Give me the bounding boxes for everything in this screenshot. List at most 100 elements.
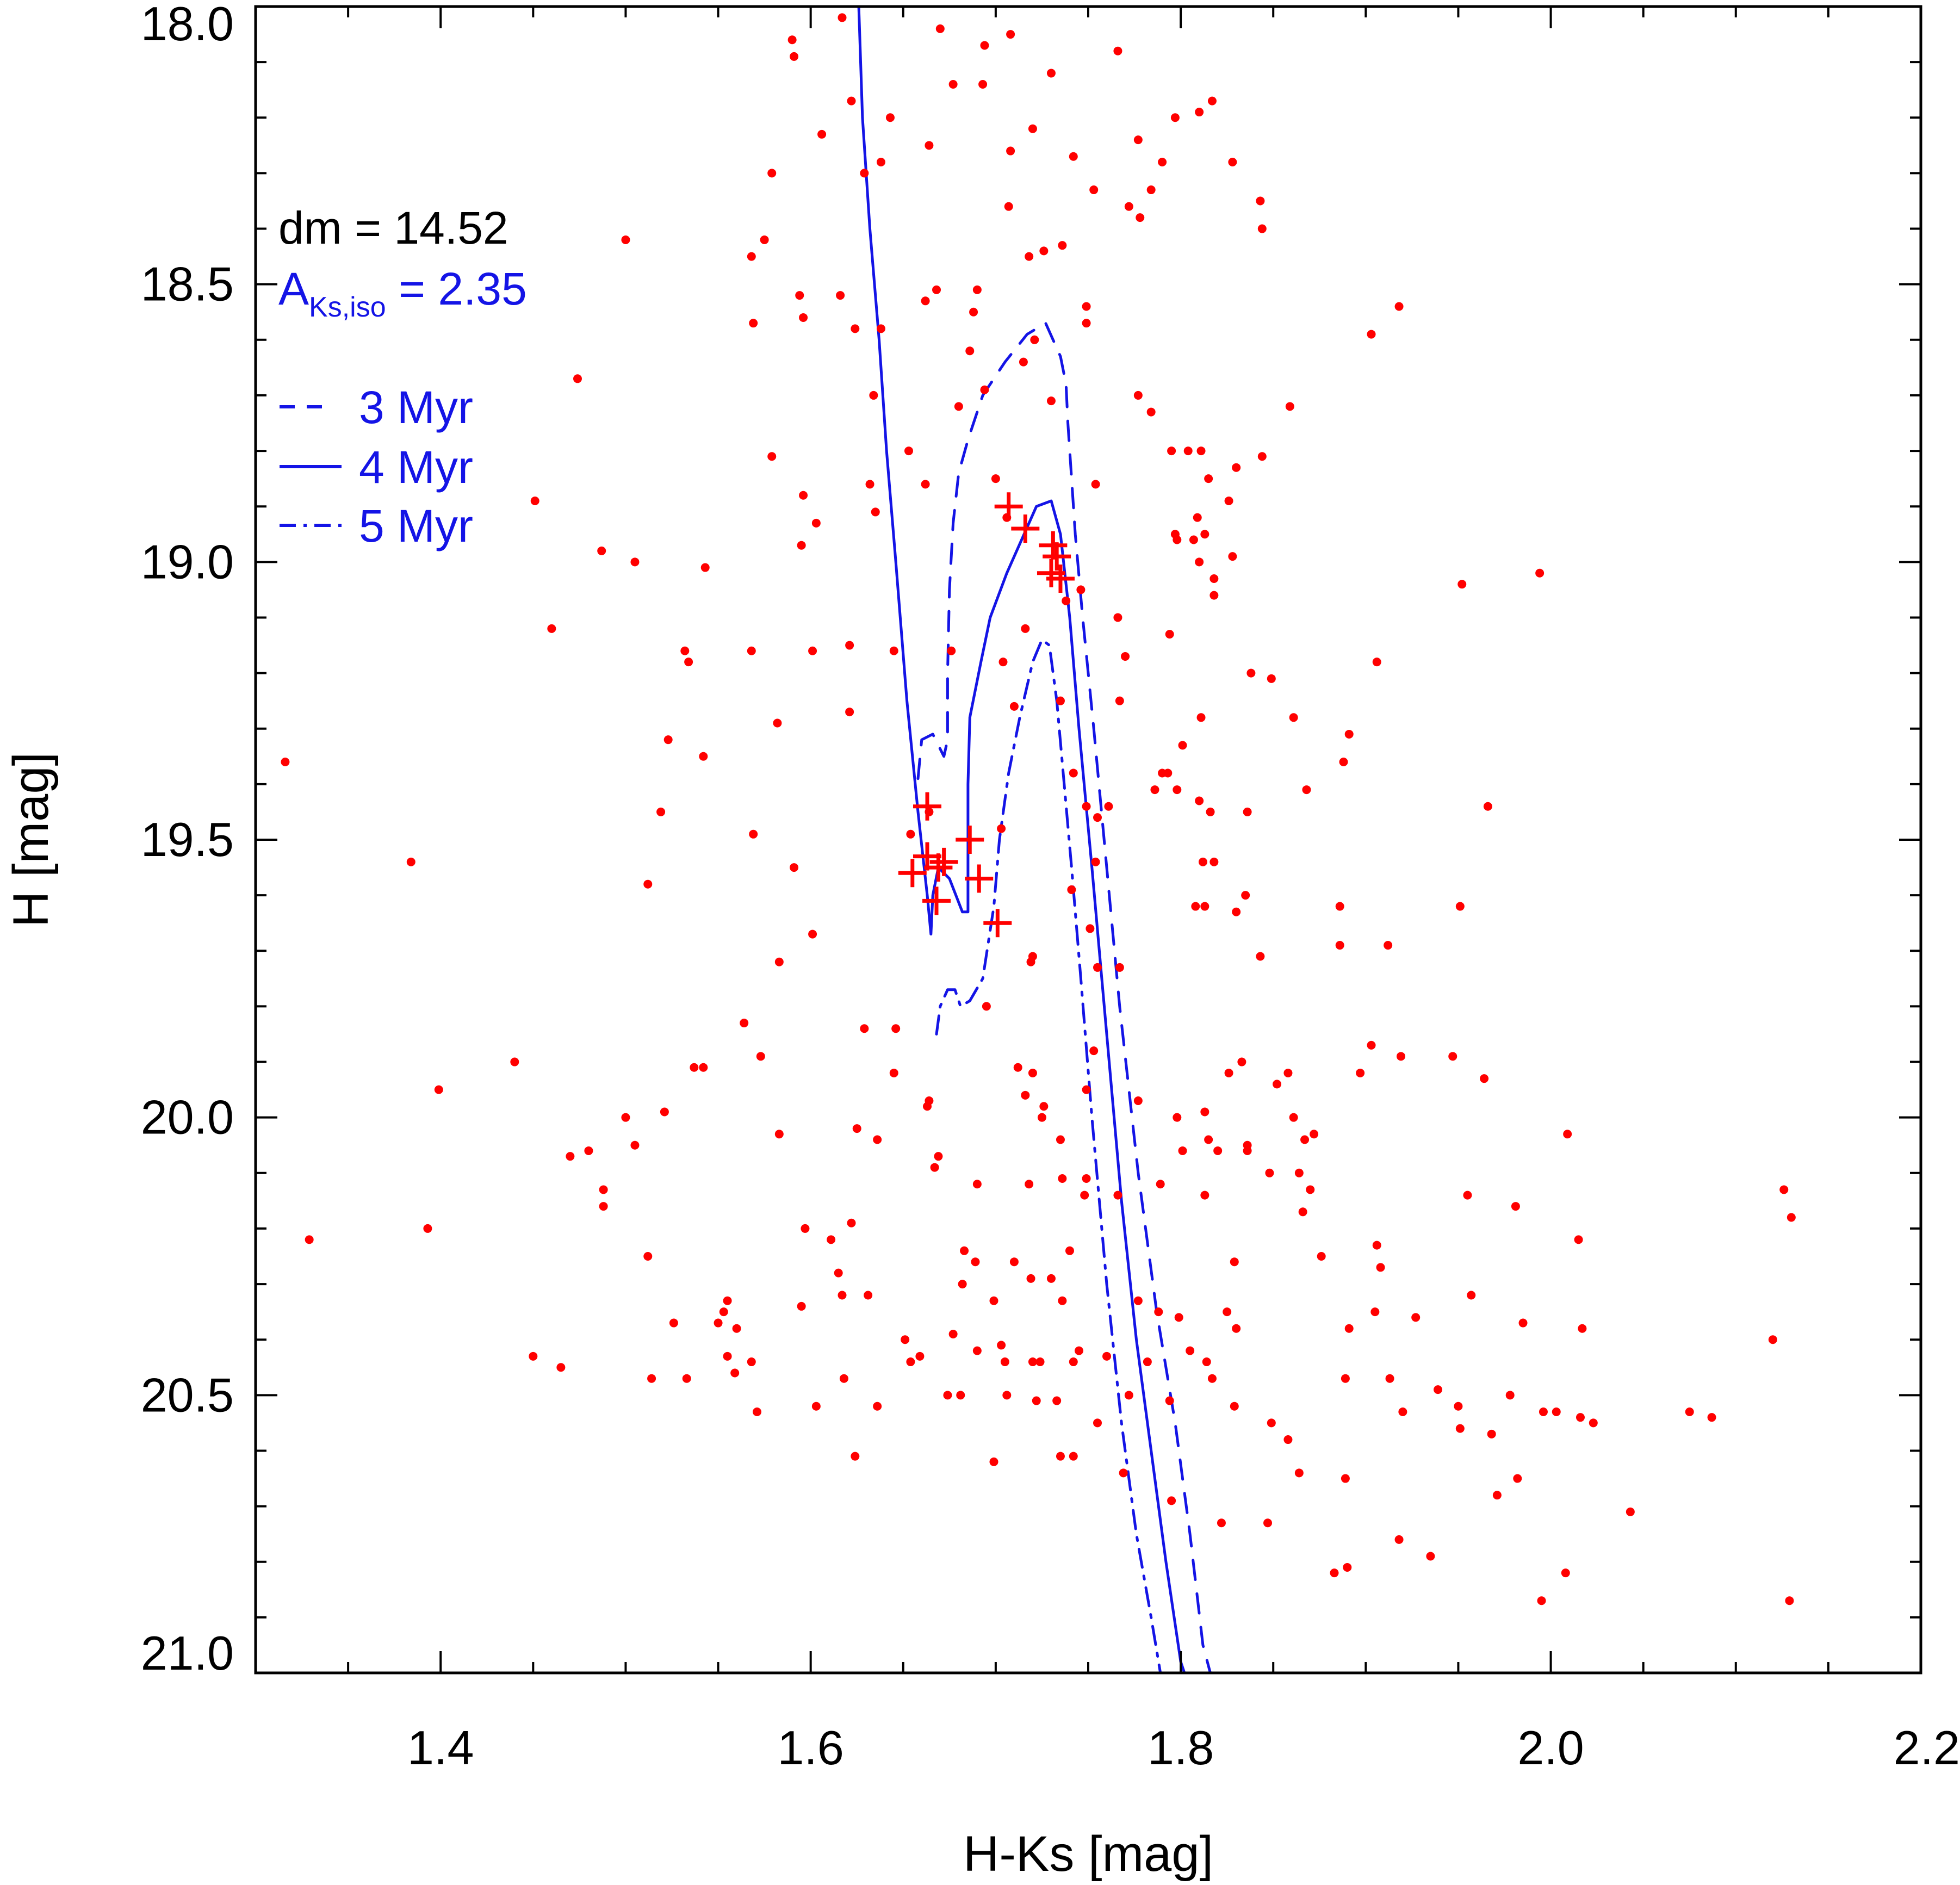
field-star-point	[1232, 463, 1241, 472]
field-star-point	[958, 1280, 967, 1289]
field-star-point	[948, 1329, 958, 1338]
field-star-point	[1537, 1596, 1546, 1605]
field-star-point	[1552, 1407, 1561, 1416]
field-star-point	[730, 1368, 740, 1378]
field-star-point	[1563, 1130, 1572, 1139]
field-star-point	[1082, 1085, 1091, 1094]
field-star-point	[1289, 1113, 1298, 1122]
field-star-point	[1058, 1296, 1067, 1305]
field-star-point	[838, 1291, 847, 1300]
field-star-point	[1156, 1180, 1165, 1189]
field-star-point	[1009, 1257, 1019, 1267]
field-star-point	[732, 1324, 741, 1333]
x-tick-label: 2.0	[1517, 1721, 1584, 1775]
selected-star-marker	[898, 859, 927, 888]
field-star-point	[873, 1135, 882, 1144]
field-star-point	[1779, 1185, 1789, 1194]
field-star-point	[1768, 1335, 1777, 1344]
field-star-point	[1065, 1246, 1074, 1255]
field-star-point	[925, 141, 934, 150]
field-star-point	[669, 1318, 678, 1328]
field-star-point	[1263, 1518, 1273, 1528]
field-star-point	[923, 1102, 932, 1111]
field-star-point	[1372, 658, 1381, 667]
field-star-point	[643, 1252, 653, 1261]
field-star-point	[978, 79, 988, 89]
field-star-point	[1124, 202, 1133, 211]
field-star-point	[1200, 1107, 1210, 1117]
field-star-point	[1204, 1135, 1213, 1144]
field-star-point	[1200, 1190, 1210, 1200]
field-star-point	[1124, 1391, 1133, 1400]
field-star-point	[827, 1235, 836, 1244]
field-star-point	[719, 1307, 728, 1317]
field-star-point	[1243, 1140, 1252, 1150]
field-star-point	[972, 285, 982, 294]
field-star-point	[663, 735, 673, 745]
field-star-point	[1089, 185, 1099, 195]
legend-3myr-label: 3 Myr	[359, 382, 473, 433]
field-star-point	[1170, 113, 1180, 122]
field-star-point	[865, 480, 874, 489]
field-star-point	[1133, 1296, 1143, 1305]
field-star-point	[1009, 702, 1019, 711]
field-star-point	[1518, 1318, 1528, 1328]
field-star-point	[1026, 1274, 1035, 1283]
x-tick-label: 1.6	[777, 1721, 843, 1775]
field-star-point	[1267, 674, 1276, 683]
field-star-point	[1310, 1130, 1319, 1139]
field-star-point	[1707, 1413, 1716, 1422]
field-star-point	[997, 1341, 1006, 1350]
field-star-point	[1046, 69, 1056, 78]
y-tick-label: 21.0	[141, 1626, 234, 1680]
field-star-point	[921, 480, 930, 489]
field-star-point	[1574, 1235, 1583, 1244]
field-star-point	[969, 307, 978, 317]
field-star-point	[811, 518, 821, 528]
field-star-point	[1283, 1435, 1293, 1444]
field-star-point	[1195, 796, 1204, 805]
field-star-point	[1174, 1313, 1183, 1322]
isochrone-3-myr	[916, 321, 1212, 1673]
field-star-point	[904, 447, 913, 456]
field-star-point	[760, 235, 769, 244]
field-star-point	[1173, 535, 1182, 544]
field-star-point	[1455, 902, 1465, 911]
extinction-value: = 2.35	[386, 263, 527, 314]
field-star-point	[1082, 802, 1091, 811]
field-star-point	[1273, 1080, 1282, 1089]
field-star-point	[1186, 1346, 1195, 1355]
field-star-point	[797, 1301, 806, 1311]
field-star-point	[723, 1351, 732, 1361]
field-star-point	[795, 291, 804, 300]
field-star-point	[1046, 396, 1056, 406]
field-star-point	[1115, 963, 1124, 972]
field-star-point	[876, 157, 885, 166]
field-star-point	[934, 1152, 943, 1161]
y-axis-title: H [mag]	[3, 752, 59, 927]
extinction-symbol: A	[278, 263, 309, 314]
field-star-point	[991, 474, 1000, 483]
field-star-point	[1213, 1146, 1223, 1155]
field-star-point	[1093, 813, 1102, 822]
field-star-point	[943, 1391, 952, 1400]
extinction-subscript: Ks,iso	[309, 292, 386, 323]
field-star-point	[1294, 1468, 1304, 1478]
field-star-point	[932, 285, 941, 294]
field-star-point	[1025, 252, 1034, 261]
field-star-point	[980, 385, 989, 394]
field-star-point	[1434, 1385, 1443, 1394]
field-star-point	[599, 1185, 608, 1194]
field-star-point	[1173, 785, 1182, 795]
field-star-point	[935, 24, 945, 33]
field-star-point	[901, 1335, 910, 1344]
field-star-point	[1210, 591, 1219, 600]
field-star-point	[305, 1235, 314, 1244]
field-star-point	[930, 1163, 939, 1172]
field-star-point	[529, 1351, 538, 1361]
field-star-point	[811, 1402, 821, 1411]
field-star-point	[753, 1407, 762, 1416]
field-star-point	[1513, 1474, 1522, 1483]
field-star-point	[864, 1291, 873, 1300]
